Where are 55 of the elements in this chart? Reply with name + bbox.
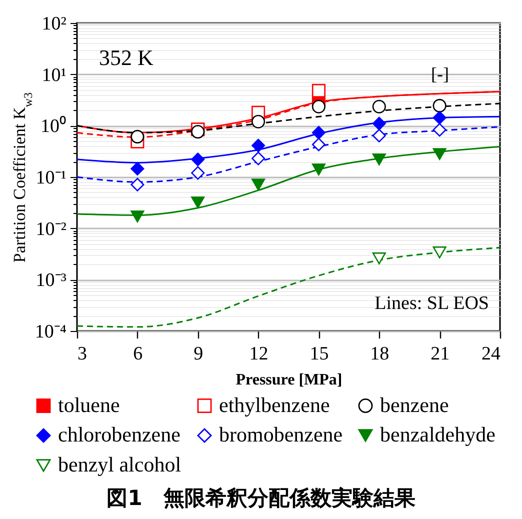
x-tick-label: 3 [78, 344, 87, 364]
legend-label: chlorobenzene [58, 422, 180, 446]
point [130, 178, 144, 192]
x-tick-label: 6 [133, 344, 143, 364]
point [252, 178, 266, 191]
legend-label: benzene [380, 392, 449, 417]
y-tick-label: 10⁻¹ [36, 168, 67, 188]
point [191, 125, 205, 139]
x-tick-label: 24 [482, 344, 501, 364]
x-tick-label: 18 [370, 344, 390, 364]
y-tick-label: 10¹ [42, 64, 67, 86]
x-tick-label: 12 [249, 344, 268, 364]
point [252, 138, 266, 152]
legend-label: toluene [58, 392, 120, 417]
y-tick-label: 10⁰ [40, 115, 66, 138]
point [372, 100, 386, 114]
y-tick-label: 10² [42, 14, 67, 34]
point [432, 110, 446, 124]
point [191, 166, 205, 180]
point [130, 162, 144, 176]
point [312, 100, 326, 114]
legend-label: benzaldehyde [380, 422, 496, 446]
caption: 図1 無限希釈分配係数実験結果 [106, 485, 416, 512]
point [372, 116, 386, 130]
x-axis-title: Pressure [MPa] [236, 372, 342, 388]
legend-label: benzyl alcohol [58, 452, 182, 476]
point [252, 114, 266, 128]
point [252, 152, 266, 166]
point [191, 196, 205, 208]
annotation: Lines: SL EOS [374, 293, 489, 314]
point [312, 84, 326, 98]
x-tick-label: 9 [194, 344, 204, 364]
point [432, 246, 446, 258]
x-tick-label: 21 [430, 344, 450, 364]
point [432, 148, 446, 160]
point [130, 210, 144, 222]
point [312, 126, 326, 140]
legend-label: bromobenzene [219, 422, 343, 446]
y-tick-label: 10⁻³ [36, 270, 67, 292]
point [372, 153, 386, 166]
point [372, 128, 386, 142]
x-tick-label: 15 [310, 344, 329, 364]
point [191, 152, 205, 166]
y-tick-label: 10⁻² [36, 218, 67, 240]
point [312, 164, 326, 176]
line-series [77, 246, 500, 328]
legend-label: ethylbenzene [219, 392, 330, 417]
point [312, 138, 326, 152]
point [372, 252, 386, 264]
point [432, 123, 446, 137]
y-tick-label: 10⁻⁴ [34, 322, 67, 342]
annotation: [-] [431, 64, 449, 84]
point [130, 130, 144, 144]
point [432, 98, 446, 112]
annotation: 352 K [99, 45, 154, 70]
